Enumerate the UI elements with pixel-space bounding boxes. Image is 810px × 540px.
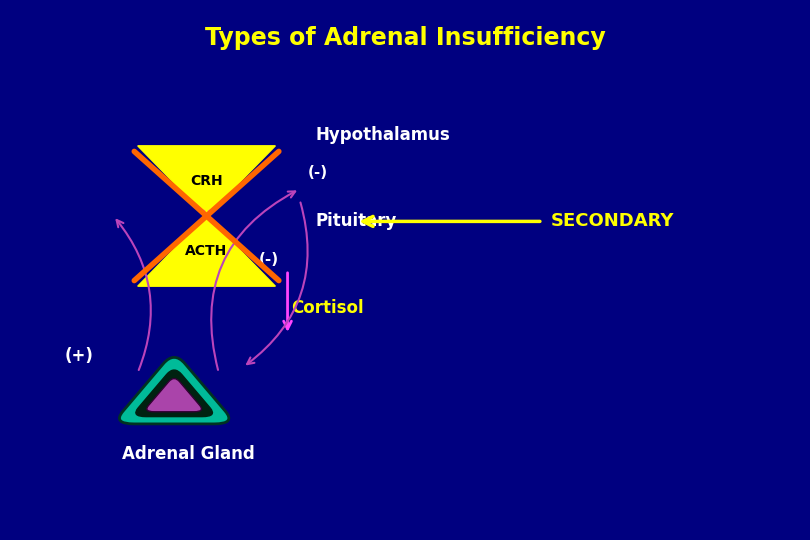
Text: Cortisol: Cortisol xyxy=(292,299,364,317)
Text: Adrenal Gland: Adrenal Gland xyxy=(122,444,254,463)
PathPatch shape xyxy=(119,357,229,424)
Text: Pituitary: Pituitary xyxy=(316,212,397,231)
Text: (-): (-) xyxy=(308,165,328,180)
Text: (-): (-) xyxy=(259,252,279,267)
PathPatch shape xyxy=(147,379,202,411)
Text: (+): (+) xyxy=(65,347,94,366)
Text: SECONDARY: SECONDARY xyxy=(551,212,674,231)
Text: Hypothalamus: Hypothalamus xyxy=(316,126,450,144)
PathPatch shape xyxy=(136,370,212,417)
Text: ACTH: ACTH xyxy=(185,244,228,258)
Polygon shape xyxy=(138,216,275,286)
Polygon shape xyxy=(138,146,275,216)
Text: Types of Adrenal Insufficiency: Types of Adrenal Insufficiency xyxy=(205,26,605,50)
Text: CRH: CRH xyxy=(190,174,223,188)
